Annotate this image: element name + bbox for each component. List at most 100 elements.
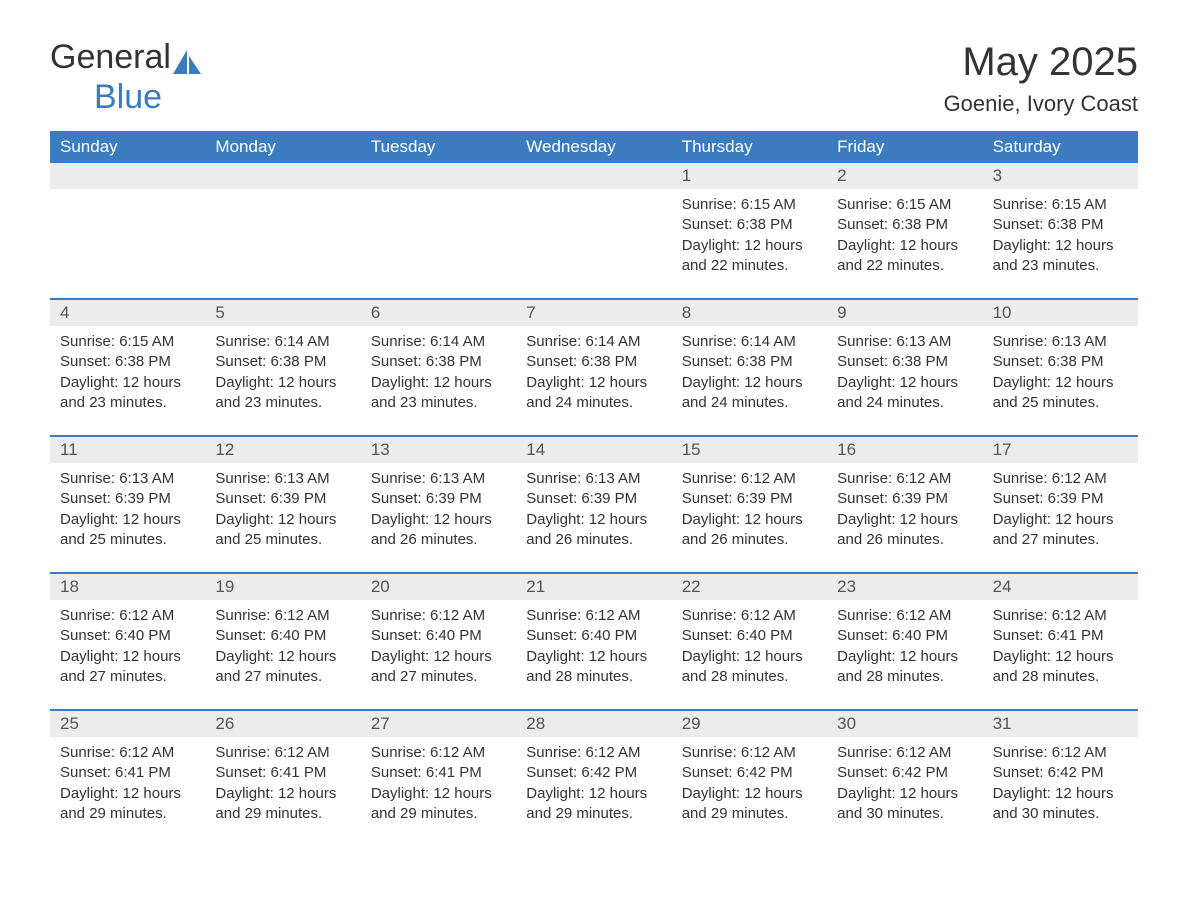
calendar-day: 2Sunrise: 6:15 AMSunset: 6:38 PMDaylight… (827, 163, 982, 298)
calendar-day (205, 163, 360, 298)
daylight-text: Daylight: 12 hours and 27 minutes. (60, 647, 195, 688)
calendar-day: 24Sunrise: 6:12 AMSunset: 6:41 PMDayligh… (983, 574, 1138, 709)
sunrise-text: Sunrise: 6:12 AM (215, 743, 350, 763)
daylight-text: Daylight: 12 hours and 23 minutes. (371, 373, 506, 414)
sunrise-text: Sunrise: 6:12 AM (682, 606, 817, 626)
day-content: Sunrise: 6:12 AMSunset: 6:42 PMDaylight:… (827, 737, 982, 824)
sunset-text: Sunset: 6:38 PM (682, 352, 817, 372)
day-number (205, 163, 360, 189)
daylight-text: Daylight: 12 hours and 24 minutes. (837, 373, 972, 414)
daylight-text: Daylight: 12 hours and 30 minutes. (993, 784, 1128, 825)
day-number: 16 (827, 437, 982, 463)
day-content: Sunrise: 6:12 AMSunset: 6:40 PMDaylight:… (516, 600, 671, 687)
calendar-day: 14Sunrise: 6:13 AMSunset: 6:39 PMDayligh… (516, 437, 671, 572)
sunrise-text: Sunrise: 6:15 AM (60, 332, 195, 352)
day-content: Sunrise: 6:13 AMSunset: 6:39 PMDaylight:… (361, 463, 516, 550)
calendar-week: 11Sunrise: 6:13 AMSunset: 6:39 PMDayligh… (50, 435, 1138, 572)
sunrise-text: Sunrise: 6:12 AM (682, 469, 817, 489)
day-number: 29 (672, 711, 827, 737)
calendar-day: 7Sunrise: 6:14 AMSunset: 6:38 PMDaylight… (516, 300, 671, 435)
logo-sail-icon (173, 46, 203, 80)
calendar-day: 13Sunrise: 6:13 AMSunset: 6:39 PMDayligh… (361, 437, 516, 572)
sunrise-text: Sunrise: 6:12 AM (526, 743, 661, 763)
sunset-text: Sunset: 6:40 PM (60, 626, 195, 646)
calendar-day: 5Sunrise: 6:14 AMSunset: 6:38 PMDaylight… (205, 300, 360, 435)
daylight-text: Daylight: 12 hours and 23 minutes. (60, 373, 195, 414)
day-number: 12 (205, 437, 360, 463)
sunset-text: Sunset: 6:42 PM (993, 763, 1128, 783)
sunrise-text: Sunrise: 6:12 AM (993, 469, 1128, 489)
calendar-day: 26Sunrise: 6:12 AMSunset: 6:41 PMDayligh… (205, 711, 360, 846)
calendar-day: 30Sunrise: 6:12 AMSunset: 6:42 PMDayligh… (827, 711, 982, 846)
day-number: 24 (983, 574, 1138, 600)
sunset-text: Sunset: 6:39 PM (837, 489, 972, 509)
sunrise-text: Sunrise: 6:12 AM (215, 606, 350, 626)
day-number: 19 (205, 574, 360, 600)
sunset-text: Sunset: 6:41 PM (215, 763, 350, 783)
daylight-text: Daylight: 12 hours and 28 minutes. (526, 647, 661, 688)
sunrise-text: Sunrise: 6:12 AM (993, 743, 1128, 763)
sunset-text: Sunset: 6:40 PM (837, 626, 972, 646)
weeks-container: 1Sunrise: 6:15 AMSunset: 6:38 PMDaylight… (50, 163, 1138, 846)
day-number: 17 (983, 437, 1138, 463)
day-content: Sunrise: 6:13 AMSunset: 6:39 PMDaylight:… (50, 463, 205, 550)
sunrise-text: Sunrise: 6:15 AM (993, 195, 1128, 215)
day-number: 18 (50, 574, 205, 600)
sunset-text: Sunset: 6:41 PM (993, 626, 1128, 646)
calendar-week: 18Sunrise: 6:12 AMSunset: 6:40 PMDayligh… (50, 572, 1138, 709)
sunset-text: Sunset: 6:41 PM (371, 763, 506, 783)
calendar-day: 8Sunrise: 6:14 AMSunset: 6:38 PMDaylight… (672, 300, 827, 435)
sunset-text: Sunset: 6:42 PM (682, 763, 817, 783)
sunset-text: Sunset: 6:40 PM (215, 626, 350, 646)
sunrise-text: Sunrise: 6:13 AM (215, 469, 350, 489)
day-number: 6 (361, 300, 516, 326)
daylight-text: Daylight: 12 hours and 28 minutes. (682, 647, 817, 688)
daylight-text: Daylight: 12 hours and 23 minutes. (993, 236, 1128, 277)
day-content: Sunrise: 6:12 AMSunset: 6:39 PMDaylight:… (827, 463, 982, 550)
logo-text-general: General (50, 38, 171, 76)
day-number: 9 (827, 300, 982, 326)
daylight-text: Daylight: 12 hours and 29 minutes. (60, 784, 195, 825)
day-content (205, 189, 360, 195)
daylight-text: Daylight: 12 hours and 27 minutes. (215, 647, 350, 688)
sunset-text: Sunset: 6:38 PM (60, 352, 195, 372)
sunset-text: Sunset: 6:40 PM (526, 626, 661, 646)
day-number: 11 (50, 437, 205, 463)
calendar-day: 12Sunrise: 6:13 AMSunset: 6:39 PMDayligh… (205, 437, 360, 572)
sunset-text: Sunset: 6:38 PM (993, 352, 1128, 372)
weekday-sunday: Sunday (50, 131, 205, 163)
sunrise-text: Sunrise: 6:13 AM (526, 469, 661, 489)
sunset-text: Sunset: 6:39 PM (371, 489, 506, 509)
day-number: 31 (983, 711, 1138, 737)
calendar-day: 16Sunrise: 6:12 AMSunset: 6:39 PMDayligh… (827, 437, 982, 572)
weekday-thursday: Thursday (672, 131, 827, 163)
weekday-monday: Monday (205, 131, 360, 163)
calendar-day: 6Sunrise: 6:14 AMSunset: 6:38 PMDaylight… (361, 300, 516, 435)
logo-text-blue: Blue (94, 80, 162, 114)
day-content: Sunrise: 6:12 AMSunset: 6:42 PMDaylight:… (672, 737, 827, 824)
daylight-text: Daylight: 12 hours and 29 minutes. (526, 784, 661, 825)
header: General Blue May 2025 Goenie, Ivory Coas… (50, 40, 1138, 117)
daylight-text: Daylight: 12 hours and 26 minutes. (837, 510, 972, 551)
calendar-day (516, 163, 671, 298)
calendar-day: 25Sunrise: 6:12 AMSunset: 6:41 PMDayligh… (50, 711, 205, 846)
day-content: Sunrise: 6:15 AMSunset: 6:38 PMDaylight:… (672, 189, 827, 276)
daylight-text: Daylight: 12 hours and 27 minutes. (993, 510, 1128, 551)
day-number: 21 (516, 574, 671, 600)
calendar-week: 1Sunrise: 6:15 AMSunset: 6:38 PMDaylight… (50, 163, 1138, 298)
day-content: Sunrise: 6:12 AMSunset: 6:41 PMDaylight:… (983, 600, 1138, 687)
calendar-week: 4Sunrise: 6:15 AMSunset: 6:38 PMDaylight… (50, 298, 1138, 435)
calendar-day (361, 163, 516, 298)
daylight-text: Daylight: 12 hours and 26 minutes. (526, 510, 661, 551)
daylight-text: Daylight: 12 hours and 27 minutes. (371, 647, 506, 688)
sunset-text: Sunset: 6:41 PM (60, 763, 195, 783)
calendar-day: 28Sunrise: 6:12 AMSunset: 6:42 PMDayligh… (516, 711, 671, 846)
day-number: 5 (205, 300, 360, 326)
day-number: 15 (672, 437, 827, 463)
page-subtitle: Goenie, Ivory Coast (944, 91, 1138, 117)
sunrise-text: Sunrise: 6:14 AM (682, 332, 817, 352)
day-content: Sunrise: 6:13 AMSunset: 6:38 PMDaylight:… (983, 326, 1138, 413)
day-number: 13 (361, 437, 516, 463)
sunset-text: Sunset: 6:38 PM (837, 215, 972, 235)
sunrise-text: Sunrise: 6:14 AM (526, 332, 661, 352)
